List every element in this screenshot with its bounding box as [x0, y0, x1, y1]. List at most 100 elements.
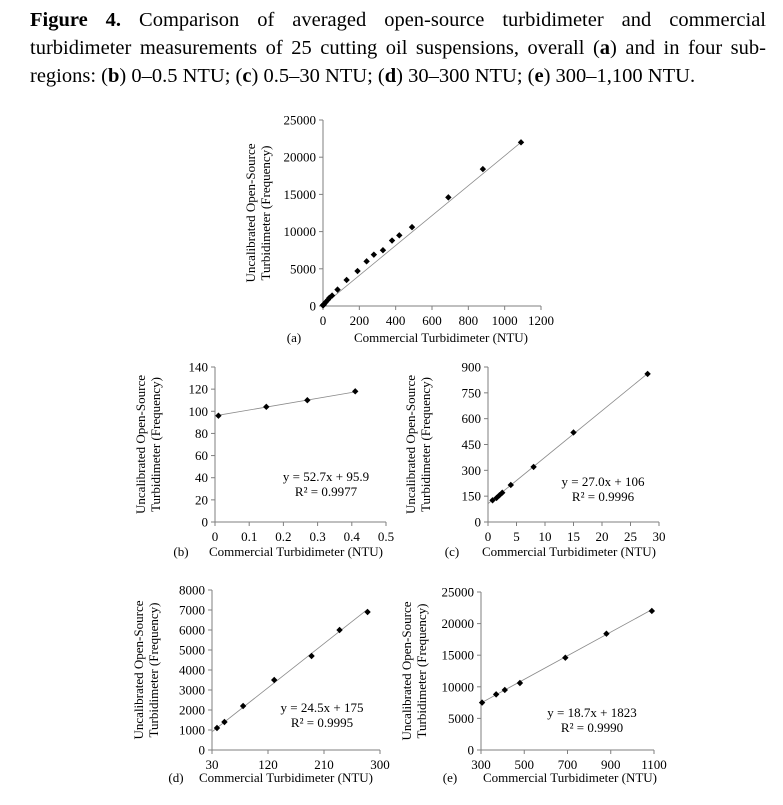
- chart-panel-b: 0 20 40 60 80 100 120 140 0 0.1 0.2 0.3 0.4 0.5 y = 52…: [133, 360, 394, 560]
- data-point: [516, 679, 524, 687]
- x-tick-label: 0.5: [378, 529, 394, 544]
- y-tick-label: 150: [462, 489, 482, 504]
- figure-caption: Figure 4. Comparison of averaged open-so…: [30, 6, 766, 90]
- x-tick-label: 0.2: [275, 529, 291, 544]
- x-tick-label: 30: [653, 529, 666, 544]
- y-tick-label: 10000: [442, 679, 475, 694]
- data-point: [445, 194, 452, 201]
- y-axis-label: Uncalibrated Open-Source: [403, 375, 418, 514]
- x-axis-label: Commercial Turbidimeter (NTU): [354, 330, 528, 345]
- y-tick-label: 20: [195, 492, 208, 507]
- r-squared-label: R² = 0.9995: [291, 715, 353, 730]
- y-tick-label: 300: [462, 463, 482, 478]
- y-tick-label: 2000: [179, 703, 205, 718]
- y-tick-label: 25000: [442, 585, 475, 600]
- panel-label: (b): [173, 544, 188, 559]
- trendline-equation: y = 27.0x + 106: [562, 474, 645, 489]
- y-axis-label: Uncalibrated Open-Source: [243, 143, 258, 282]
- data-point: [517, 139, 525, 146]
- caption-ref-a: a: [599, 37, 611, 59]
- data-point: [530, 463, 537, 471]
- trendline-equation: y = 24.5x + 175: [281, 700, 364, 715]
- x-tick-label: 800: [459, 313, 479, 328]
- y-tick-label: 0: [310, 299, 317, 314]
- data-point: [408, 223, 416, 231]
- data-point: [396, 232, 403, 239]
- x-tick-label: 1000: [492, 313, 518, 328]
- x-tick-label: 10: [539, 529, 552, 544]
- y-tick-label: 0: [199, 743, 206, 758]
- y-tick-label: 80: [195, 426, 208, 441]
- x-tick-label: 1100: [641, 757, 667, 772]
- y-tick-label: 6000: [179, 623, 205, 638]
- data-point: [328, 292, 336, 299]
- x-tick-label: 0.1: [241, 529, 257, 544]
- y-tick-label: 600: [462, 411, 482, 426]
- data-point: [570, 429, 577, 436]
- data-point: [507, 481, 514, 489]
- panel-label: (d): [168, 770, 183, 785]
- y-tick-label: 15000: [442, 648, 475, 663]
- data-point: [379, 247, 387, 254]
- x-tick-label: 5: [513, 529, 520, 544]
- x-tick-label: 15: [567, 529, 580, 544]
- x-tick-label: 210: [314, 757, 334, 772]
- x-tick-label: 0.4: [344, 529, 361, 544]
- data-point: [304, 397, 311, 404]
- x-tick-label: 20: [596, 529, 609, 544]
- r-squared-label: R² = 0.9990: [561, 720, 623, 735]
- data-point: [343, 276, 350, 284]
- panel-label: (e): [443, 770, 457, 785]
- caption-text: ) 0.5–30 NTU; (: [251, 65, 385, 87]
- caption-ref-d: d: [384, 65, 397, 87]
- x-tick-label: 600: [422, 313, 442, 328]
- caption-text: ) and in four sub-regions: (: [30, 37, 766, 87]
- panel-label: (c): [445, 544, 459, 559]
- r-squared-label: R² = 0.9996: [572, 489, 635, 504]
- data-point: [352, 388, 359, 395]
- x-tick-label: 700: [558, 757, 578, 772]
- y-tick-label: 450: [462, 437, 482, 452]
- caption-text: ) 30–300 NTU; (: [396, 65, 535, 87]
- data-point: [489, 497, 496, 504]
- chart-panel-a: 0 5000 10000 15000 20000 25000 0 200 400 600 800 10…: [243, 113, 554, 346]
- chart-panel-d: 0 1000 2000 3000 4000 5000 6000 7000 8000 30 120 21…: [131, 583, 390, 786]
- y-tick-label: 0: [468, 743, 475, 758]
- data-point: [370, 251, 378, 258]
- data-point: [478, 699, 486, 706]
- x-tick-label: 200: [350, 313, 370, 328]
- y-tick-label: 120: [189, 382, 209, 397]
- trend-line: [322, 142, 522, 306]
- data-point: [492, 691, 500, 698]
- y-tick-label: 140: [189, 360, 209, 375]
- data-point: [308, 652, 315, 660]
- y-tick-label: 100: [189, 404, 209, 419]
- data-point: [364, 608, 371, 616]
- y-tick-label: 60: [195, 448, 208, 463]
- x-tick-label: 120: [258, 757, 278, 772]
- data-point: [213, 724, 221, 732]
- x-tick-label: 25: [624, 529, 637, 544]
- y-tick-label: 0: [202, 515, 209, 530]
- x-axis-label: Commercial Turbidimeter (NTU): [483, 770, 657, 785]
- data-point: [388, 237, 396, 244]
- caption-text: ) 300–1,100 NTU.: [543, 65, 696, 87]
- data-point: [221, 718, 228, 726]
- trend-line: [487, 373, 648, 505]
- y-tick-label: 0: [475, 515, 482, 530]
- y-axis-label: Turbidimeter (Frequency): [148, 377, 163, 512]
- chart-panel-c: 0 150 300 450 600 750 900 0 5 10 15 20 25 30 y = 27.0x…: [403, 360, 666, 560]
- data-point: [562, 654, 569, 661]
- caption-ref-b: b: [108, 65, 120, 87]
- y-axis-label: Turbidimeter (Frequency): [258, 146, 273, 281]
- data-point: [644, 370, 651, 378]
- x-tick-label: 1200: [528, 313, 554, 328]
- x-axis-label: Commercial Turbidimeter (NTU): [482, 544, 656, 559]
- y-tick-label: 5000: [290, 261, 316, 276]
- y-tick-label: 40: [195, 470, 208, 485]
- x-tick-label: 300: [471, 757, 491, 772]
- x-tick-label: 400: [386, 313, 406, 328]
- data-point: [648, 607, 656, 615]
- y-tick-label: 900: [462, 360, 482, 375]
